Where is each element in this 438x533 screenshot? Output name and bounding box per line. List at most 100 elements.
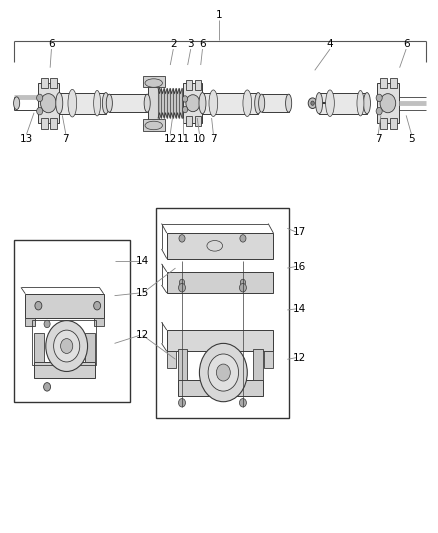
Circle shape	[37, 94, 43, 102]
Bar	[178, 349, 187, 381]
Bar	[85, 333, 95, 362]
Ellipse shape	[145, 79, 162, 87]
Bar	[143, 76, 165, 87]
Bar	[94, 318, 104, 326]
Circle shape	[311, 101, 314, 106]
Text: 7: 7	[210, 134, 217, 144]
Ellipse shape	[186, 95, 200, 112]
Ellipse shape	[364, 93, 371, 114]
Bar	[14, 240, 130, 402]
Circle shape	[37, 108, 43, 115]
Bar	[178, 381, 262, 397]
Circle shape	[240, 235, 246, 242]
Text: 12: 12	[293, 353, 306, 362]
Circle shape	[44, 320, 50, 328]
Text: 7: 7	[375, 134, 381, 144]
Bar	[32, 319, 96, 365]
Ellipse shape	[357, 91, 364, 116]
Bar	[25, 318, 35, 326]
Bar	[34, 362, 95, 378]
Circle shape	[183, 96, 187, 102]
Ellipse shape	[286, 94, 292, 112]
Text: 6: 6	[403, 39, 410, 49]
Bar	[319, 93, 367, 114]
Ellipse shape	[199, 343, 247, 402]
Ellipse shape	[216, 364, 230, 381]
Bar	[41, 118, 47, 128]
Text: 10: 10	[193, 134, 206, 144]
Circle shape	[240, 284, 247, 292]
Ellipse shape	[243, 90, 252, 116]
Bar	[261, 94, 289, 112]
Circle shape	[179, 235, 185, 242]
Bar	[110, 94, 147, 112]
Text: 5: 5	[408, 134, 415, 144]
Ellipse shape	[56, 93, 63, 114]
Text: 6: 6	[199, 39, 206, 49]
Circle shape	[376, 108, 382, 115]
Bar	[380, 78, 387, 88]
Circle shape	[240, 399, 247, 407]
Ellipse shape	[46, 320, 88, 372]
Bar	[156, 208, 289, 418]
Circle shape	[94, 302, 101, 310]
Ellipse shape	[144, 94, 150, 112]
Bar	[264, 351, 273, 368]
Bar	[186, 80, 192, 90]
Ellipse shape	[60, 338, 73, 353]
Ellipse shape	[53, 330, 80, 362]
Bar	[202, 93, 258, 114]
Bar	[38, 83, 59, 123]
Ellipse shape	[102, 93, 110, 114]
Circle shape	[183, 107, 187, 113]
Bar	[34, 333, 44, 362]
Circle shape	[240, 279, 246, 286]
Circle shape	[179, 284, 185, 292]
Ellipse shape	[258, 94, 265, 112]
Text: 12: 12	[136, 330, 149, 341]
Ellipse shape	[199, 93, 206, 114]
Circle shape	[35, 302, 42, 310]
Text: 7: 7	[63, 134, 69, 144]
Ellipse shape	[94, 91, 101, 116]
Text: 4: 4	[327, 39, 333, 49]
Circle shape	[308, 98, 317, 109]
Bar	[143, 119, 165, 131]
Ellipse shape	[14, 97, 20, 110]
Text: 17: 17	[293, 227, 306, 237]
Ellipse shape	[41, 94, 56, 113]
Circle shape	[180, 279, 185, 286]
Ellipse shape	[106, 94, 113, 112]
Circle shape	[376, 94, 382, 102]
Bar	[184, 83, 202, 123]
Bar	[167, 233, 273, 259]
Circle shape	[44, 383, 50, 391]
Bar	[253, 349, 262, 381]
Circle shape	[179, 399, 185, 407]
Bar	[50, 118, 57, 128]
Text: 15: 15	[136, 288, 149, 298]
Bar	[194, 116, 201, 126]
Ellipse shape	[209, 90, 218, 116]
Text: 2: 2	[170, 39, 177, 49]
Ellipse shape	[325, 90, 334, 116]
Ellipse shape	[316, 93, 322, 114]
Bar	[377, 83, 399, 123]
Bar	[380, 118, 387, 128]
Text: 14: 14	[293, 304, 306, 314]
Bar	[148, 77, 159, 130]
Text: 16: 16	[293, 262, 306, 271]
Bar	[59, 93, 106, 114]
Bar	[167, 272, 273, 293]
Bar	[167, 330, 273, 351]
Text: 14: 14	[136, 256, 149, 266]
Text: 3: 3	[187, 39, 194, 49]
Text: 1: 1	[215, 10, 223, 20]
Bar	[41, 78, 47, 88]
Bar	[50, 78, 57, 88]
Ellipse shape	[145, 121, 162, 130]
Text: 12: 12	[164, 134, 177, 144]
Text: 11: 11	[177, 134, 190, 144]
Ellipse shape	[254, 93, 261, 114]
Ellipse shape	[208, 354, 239, 391]
